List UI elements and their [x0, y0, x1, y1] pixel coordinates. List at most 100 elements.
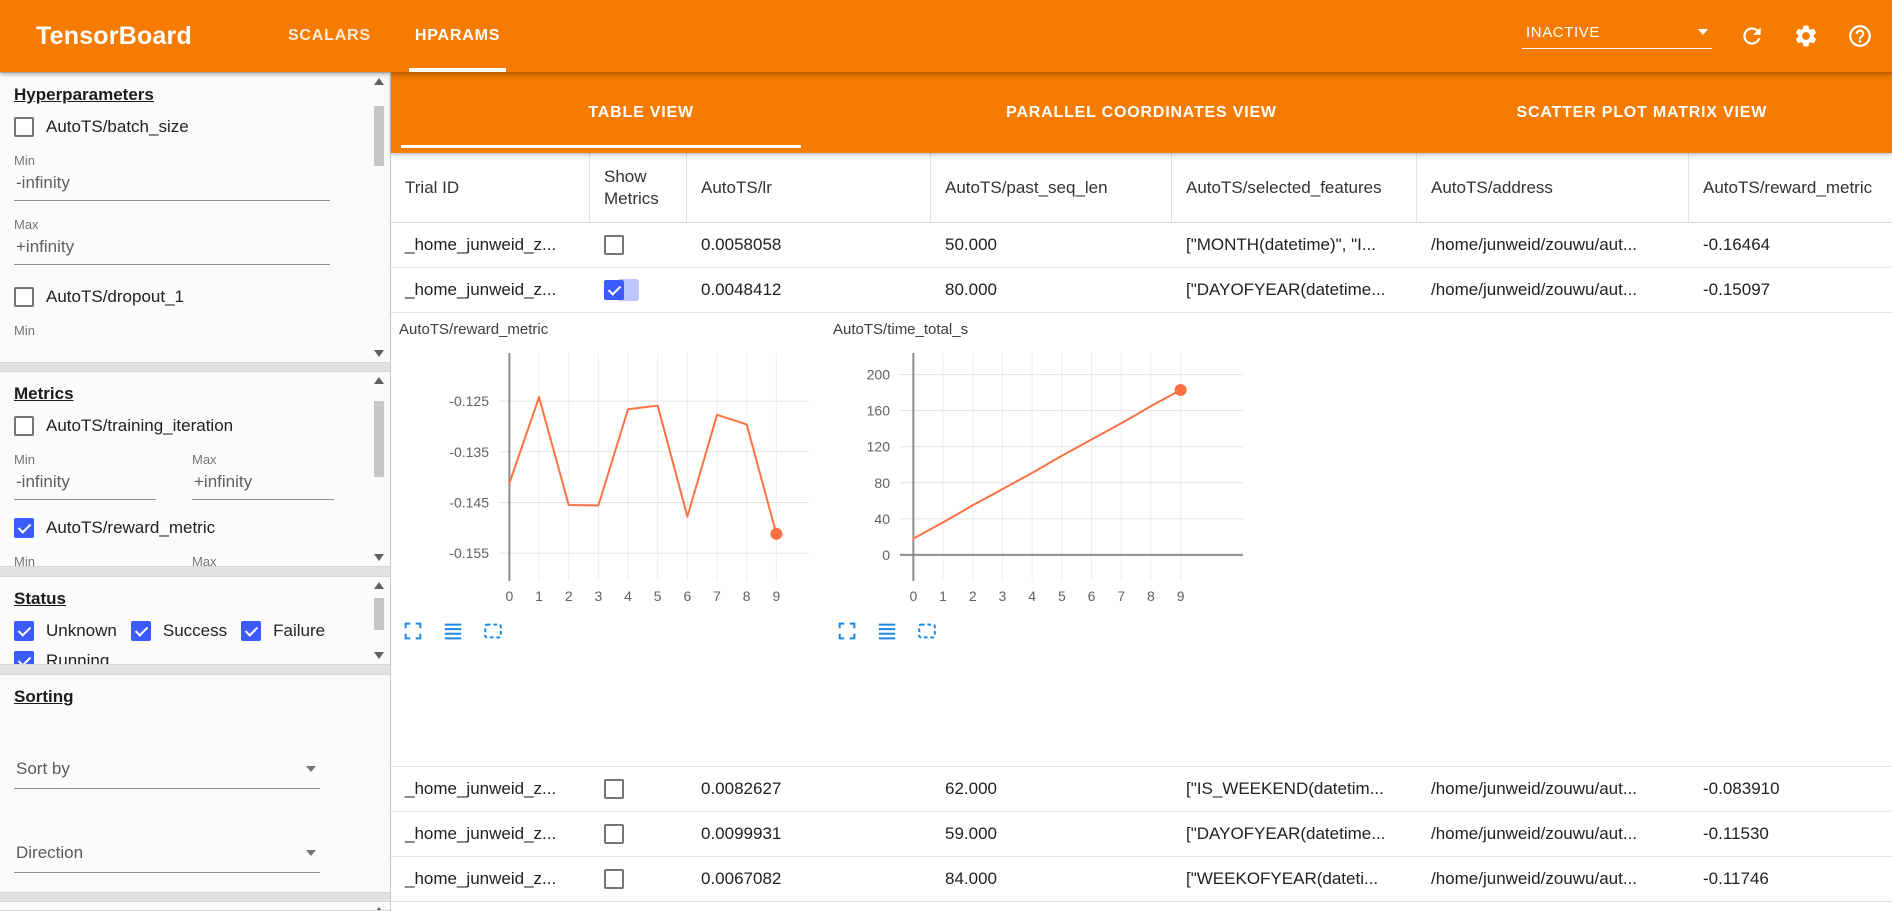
- show-metrics-checkbox[interactable]: [604, 779, 624, 799]
- tab-scalars-label: SCALARS: [287, 27, 371, 44]
- column-header-show-metrics[interactable]: Show Metrics: [590, 153, 687, 222]
- scroll-up-icon[interactable]: [374, 582, 384, 589]
- svg-text:3: 3: [999, 588, 1007, 604]
- address-cell: /home/junweid/zouwu/aut...: [1431, 235, 1638, 254]
- scrollbar[interactable]: [371, 375, 387, 563]
- chevron-down-icon: [306, 850, 316, 856]
- status-success-checkbox[interactable]: [130, 621, 151, 641]
- help-icon[interactable]: [1846, 22, 1874, 50]
- trial-id-cell: _home_junweid_z...: [405, 280, 557, 299]
- metric-reward-metric-checkbox[interactable]: [14, 518, 34, 538]
- scroll-down-icon[interactable]: [374, 554, 384, 561]
- toggle-lines-icon[interactable]: [875, 619, 899, 643]
- min-input[interactable]: -infinity: [14, 168, 330, 201]
- tab-scatter-plot-matrix-view[interactable]: SCATTER PLOT MATRIX VIEW: [1392, 72, 1892, 153]
- show-metrics-checkbox[interactable]: [604, 280, 624, 300]
- column-header-past-seq-len[interactable]: AutoTS/past_seq_len: [931, 153, 1172, 222]
- table-row: _home_junweid_z... 0.0082627 62.000 ["IS…: [391, 767, 1892, 812]
- min-input[interactable]: -infinity: [14, 467, 156, 500]
- scroll-up-icon[interactable]: [374, 907, 384, 910]
- scrollbar-thumb[interactable]: [374, 106, 384, 166]
- reward-metric-line-chart[interactable]: -0.125 -0.135 -0.145 -0.155 0 1 2 3 4 5 6 7 8 9: [393, 345, 817, 609]
- address-cell: /home/junweid/zouwu/aut...: [1431, 280, 1638, 299]
- trial-id-cell: _home_junweid_z...: [405, 235, 557, 254]
- status-unknown-checkbox[interactable]: [14, 621, 34, 641]
- min-label: Min: [14, 323, 35, 338]
- metrics-title: Metrics: [14, 384, 74, 403]
- status-unknown-label: Unknown: [46, 621, 117, 640]
- marquee-zoom-icon[interactable]: [915, 619, 939, 643]
- settings-gear-icon[interactable]: [1792, 22, 1820, 50]
- hparam-dropout-checkbox[interactable]: [14, 287, 34, 307]
- tab-parallel-coordinates-view[interactable]: PARALLEL COORDINATES VIEW: [891, 72, 1391, 153]
- scrollbar-thumb[interactable]: [374, 598, 384, 630]
- tab-table-view[interactable]: TABLE VIEW: [391, 72, 891, 153]
- status-failure-checkbox[interactable]: [241, 621, 262, 641]
- scrollbar[interactable]: [371, 76, 387, 359]
- tab-hparams[interactable]: HPARAMS: [408, 0, 507, 72]
- svg-text:160: 160: [867, 403, 891, 419]
- column-header-lr[interactable]: AutoTS/lr: [687, 153, 931, 222]
- direction-select[interactable]: Direction: [14, 837, 320, 873]
- hparams-sidebar: Hyperparameters AutoTS/batch_size Min -i…: [0, 72, 391, 911]
- table-row: _home_junweid_z... 0.0099931 59.000 ["DA…: [391, 812, 1892, 857]
- scroll-up-icon[interactable]: [374, 377, 384, 384]
- status-unknown-row: Unknown: [14, 621, 117, 641]
- scrollbar[interactable]: [371, 580, 387, 661]
- expand-chart-icon[interactable]: [835, 619, 859, 643]
- svg-text:8: 8: [1147, 588, 1155, 604]
- metric-training-iteration-row: AutoTS/training_iteration: [14, 416, 360, 436]
- scroll-down-icon[interactable]: [374, 350, 384, 357]
- max-input[interactable]: +infinity: [192, 467, 334, 500]
- show-metrics-cell: [590, 223, 687, 267]
- toggle-lines-icon[interactable]: [441, 619, 465, 643]
- show-metrics-cell: [590, 812, 687, 856]
- max-input[interactable]: +infinity: [14, 232, 330, 265]
- svg-text:4: 4: [1028, 588, 1036, 604]
- past-seq-len-cell: 62.000: [945, 779, 997, 798]
- time-total-line-chart[interactable]: 0 40 80 120 160 200 0 1 2 3 4 5 6 7 8 9: [827, 345, 1251, 609]
- past-seq-len-cell: 59.000: [945, 824, 997, 843]
- scroll-down-icon[interactable]: [374, 652, 384, 659]
- table-row: _home_junweid_z... 0.0058058 50.000 ["MO…: [391, 223, 1892, 268]
- run-selector-dropdown[interactable]: INACTIVE: [1522, 24, 1712, 49]
- metrics-section: Metrics AutoTS/training_iteration Min -i…: [0, 371, 390, 567]
- lr-cell: 0.0099931: [701, 824, 782, 843]
- marquee-zoom-icon[interactable]: [481, 619, 505, 643]
- metric-reward-metric-row: AutoTS/reward_metric: [14, 518, 360, 538]
- sorting-title: Sorting: [14, 687, 74, 706]
- refresh-icon[interactable]: [1738, 22, 1766, 50]
- expand-chart-icon[interactable]: [401, 619, 425, 643]
- chevron-down-icon: [306, 766, 316, 772]
- reward-metric-cell: -0.11746: [1703, 869, 1769, 888]
- top-bar-right: INACTIVE: [1522, 22, 1874, 50]
- tab-parallel-coordinates-label: PARALLEL COORDINATES VIEW: [1006, 103, 1277, 121]
- metric-training-iteration-checkbox[interactable]: [14, 416, 34, 436]
- show-metrics-checkbox[interactable]: [604, 235, 624, 255]
- min-max-fields: Min -infinity Max +infinity: [14, 436, 360, 500]
- svg-text:5: 5: [1058, 588, 1066, 604]
- column-header-reward-metric[interactable]: AutoTS/reward_metric: [1703, 177, 1873, 197]
- status-section: Status Unknown Success Failure: [0, 576, 390, 665]
- hparam-batch-size-checkbox[interactable]: [14, 117, 34, 137]
- status-running-label: Running: [46, 651, 110, 665]
- status-running-checkbox[interactable]: [14, 651, 34, 664]
- show-metrics-checkbox[interactable]: [604, 824, 624, 844]
- min-label: Min: [14, 153, 35, 168]
- svg-text:-0.125: -0.125: [449, 393, 489, 409]
- scrollbar[interactable]: [371, 905, 387, 910]
- scroll-up-icon[interactable]: [374, 78, 384, 85]
- table-row: _home_junweid_z... 0.0048412 80.000 ["DA…: [391, 268, 1892, 313]
- status-success-label: Success: [162, 621, 228, 640]
- metric-reward-metric-label: AutoTS/reward_metric: [46, 518, 216, 537]
- status-running-row: Running: [14, 651, 110, 665]
- column-header-address[interactable]: AutoTS/address: [1417, 153, 1689, 222]
- column-header-trial-id[interactable]: Trial ID: [391, 153, 590, 222]
- show-metrics-checkbox[interactable]: [604, 869, 624, 889]
- past-seq-len-cell: 84.000: [945, 869, 997, 888]
- sort-by-select[interactable]: Sort by: [14, 753, 320, 789]
- column-header-selected-features[interactable]: AutoTS/selected_features: [1172, 153, 1417, 222]
- scrollbar-thumb[interactable]: [374, 401, 384, 477]
- svg-text:6: 6: [683, 588, 691, 604]
- tab-scalars[interactable]: SCALARS: [288, 0, 371, 72]
